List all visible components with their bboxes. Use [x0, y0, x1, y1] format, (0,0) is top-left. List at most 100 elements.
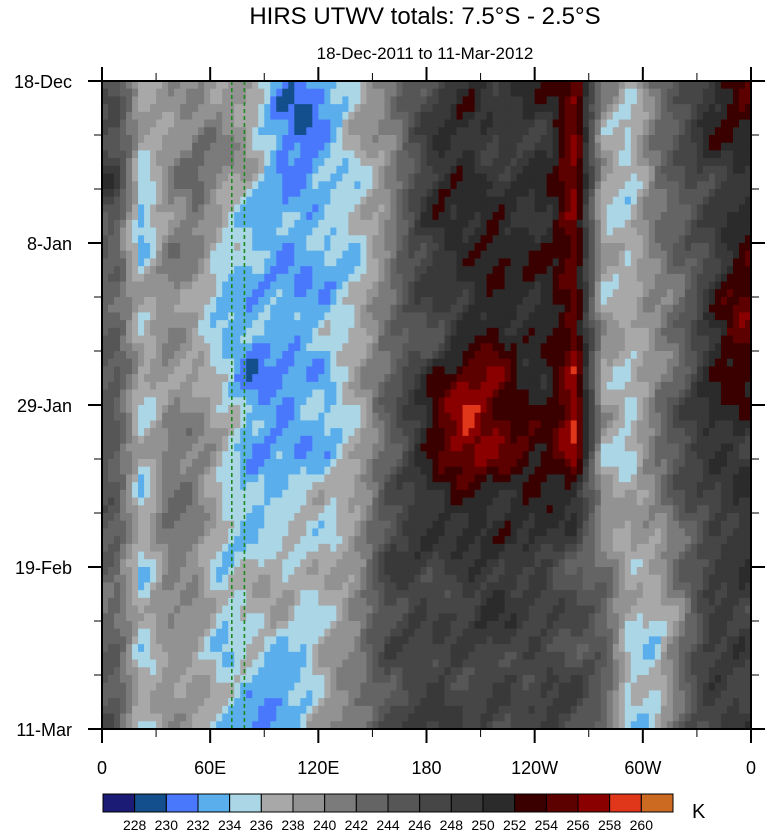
heatmap-cell — [390, 358, 398, 368]
heatmap-cell — [462, 204, 470, 213]
heatmap-cell — [618, 405, 626, 414]
heatmap-cell — [210, 227, 217, 236]
heatmap-cell — [288, 304, 295, 314]
heatmap-cell — [636, 250, 644, 260]
heatmap-cell — [216, 289, 223, 298]
heatmap-cell — [162, 127, 169, 136]
heatmap-cell — [156, 127, 163, 136]
heatmap-cell — [504, 258, 512, 267]
heatmap-cell — [324, 127, 331, 136]
heatmap-cell — [354, 135, 361, 144]
heatmap-cell — [534, 312, 542, 321]
heatmap-cell — [486, 412, 494, 422]
heatmap-cell — [222, 273, 229, 283]
heatmap-cell — [336, 204, 343, 213]
heatmap-cell — [168, 258, 175, 267]
heatmap-cell — [414, 219, 422, 229]
heatmap-cell — [378, 127, 386, 136]
heatmap-cell — [438, 104, 446, 113]
heatmap-cell — [492, 266, 500, 275]
heatmap-cell — [150, 127, 157, 136]
heatmap-cell — [516, 235, 524, 244]
heatmap-cell — [300, 204, 307, 213]
heatmap-cell — [348, 381, 355, 391]
heatmap-cell — [300, 273, 307, 283]
heatmap-cell — [282, 320, 289, 329]
heatmap-cell — [240, 142, 247, 152]
heatmap-cell — [306, 219, 313, 229]
heatmap-cell — [222, 420, 229, 429]
heatmap-cell — [588, 312, 596, 321]
heatmap-cell — [582, 173, 590, 182]
heatmap-cell — [630, 389, 638, 398]
heatmap-cell — [342, 158, 349, 167]
heatmap-cell — [636, 96, 644, 105]
heatmap-cell — [138, 227, 145, 236]
heatmap-cell — [468, 250, 476, 260]
heatmap-cell — [390, 235, 398, 244]
heatmap-cell — [246, 397, 253, 406]
heatmap-cell — [414, 150, 422, 159]
heatmap-cell — [612, 189, 620, 198]
heatmap-cell — [516, 96, 524, 105]
heatmap-cell — [150, 104, 157, 113]
heatmap-cell — [186, 111, 193, 121]
heatmap-cell — [450, 343, 458, 352]
heatmap-cell — [372, 258, 380, 267]
heatmap-cell — [534, 397, 542, 406]
heatmap-cell — [240, 273, 247, 283]
heatmap-cell — [720, 428, 728, 437]
heatmap-cell — [708, 104, 716, 113]
heatmap-cell — [534, 165, 542, 175]
heatmap-cell — [306, 381, 313, 391]
heatmap-cell — [258, 104, 265, 113]
heatmap-cell — [426, 111, 434, 121]
heatmap-cell — [318, 119, 325, 128]
heatmap-cell — [126, 312, 133, 321]
heatmap-cell — [126, 258, 133, 267]
heatmap-cell — [564, 343, 572, 352]
heatmap-cell — [138, 273, 145, 283]
heatmap-cell — [618, 389, 626, 398]
heatmap-cell — [246, 135, 253, 144]
heatmap-cell — [504, 81, 512, 90]
heatmap-cell — [720, 104, 728, 113]
heatmap-cell — [618, 243, 626, 252]
heatmap-cell — [168, 235, 175, 244]
heatmap-cell — [504, 374, 512, 383]
heatmap-cell — [528, 351, 536, 360]
heatmap-cell — [348, 196, 355, 206]
heatmap-cell — [258, 335, 265, 344]
heatmap-cell — [672, 374, 680, 383]
heatmap-cell — [690, 204, 698, 213]
heatmap-cell — [702, 312, 710, 321]
heatmap-cell — [462, 127, 470, 136]
heatmap-cell — [120, 158, 127, 167]
heatmap-cell — [150, 81, 157, 90]
heatmap-cell — [384, 304, 392, 314]
heatmap-cell — [522, 81, 530, 90]
heatmap-cell — [312, 366, 319, 375]
heatmap-cell — [480, 381, 488, 391]
heatmap-cell — [258, 165, 265, 175]
heatmap-cell — [312, 397, 319, 406]
heatmap-cell — [408, 273, 416, 283]
heatmap-cell — [276, 219, 283, 229]
heatmap-cell — [684, 142, 692, 152]
heatmap-cell — [336, 111, 343, 121]
heatmap-cell — [732, 297, 740, 306]
heatmap-cell — [252, 381, 259, 391]
heatmap-cell — [630, 266, 638, 275]
heatmap-cell — [354, 235, 361, 244]
heatmap-cell — [336, 273, 343, 283]
heatmap-cell — [312, 196, 319, 206]
heatmap-cell — [672, 250, 680, 260]
heatmap-cell — [258, 81, 265, 90]
heatmap-cell — [444, 219, 452, 229]
heatmap-cell — [690, 266, 698, 275]
heatmap-cell — [252, 81, 259, 90]
heatmap-cell — [690, 88, 698, 98]
heatmap-cell — [276, 335, 283, 344]
heatmap-cell — [246, 219, 253, 229]
heatmap-cell — [372, 212, 380, 221]
